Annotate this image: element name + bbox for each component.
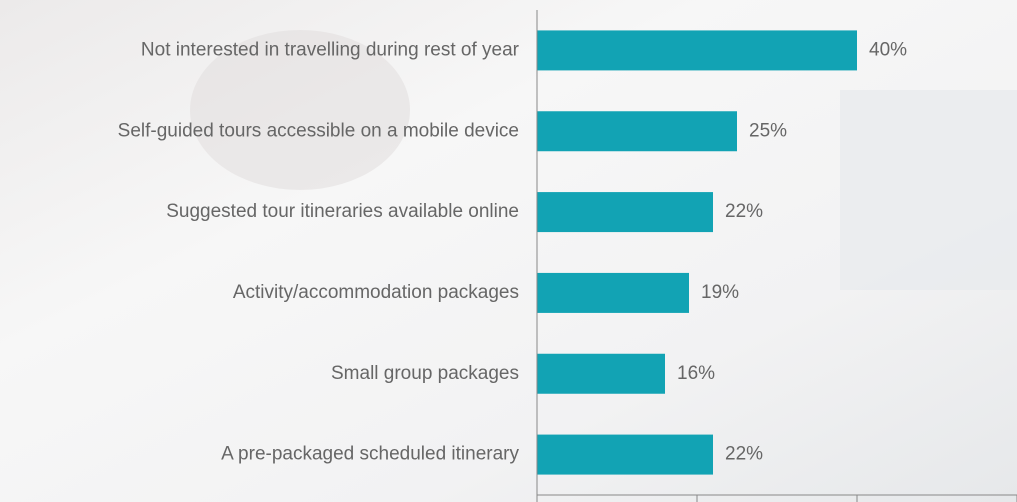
- value-label: 22%: [725, 444, 763, 465]
- value-label: 25%: [749, 120, 787, 141]
- bar: [537, 192, 713, 233]
- category-label: Not interested in travelling during rest…: [141, 39, 520, 60]
- bar: [537, 111, 737, 152]
- background-shape: [190, 30, 410, 190]
- category-label: Activity/accommodation packages: [233, 282, 519, 303]
- category-label: Suggested tour itineraries available onl…: [166, 201, 519, 222]
- bar: [537, 272, 689, 313]
- background-shape: [840, 90, 1017, 290]
- bar: [537, 353, 665, 394]
- value-label: 19%: [701, 282, 739, 303]
- value-label: 22%: [725, 201, 763, 222]
- category-label: Small group packages: [331, 363, 519, 384]
- category-label: A pre-packaged scheduled itinerary: [221, 444, 519, 465]
- bar: [537, 434, 713, 475]
- value-label: 16%: [677, 363, 715, 384]
- category-label: Self-guided tours accessible on a mobile…: [118, 120, 519, 141]
- bar: [537, 30, 857, 71]
- value-label: 40%: [869, 39, 907, 60]
